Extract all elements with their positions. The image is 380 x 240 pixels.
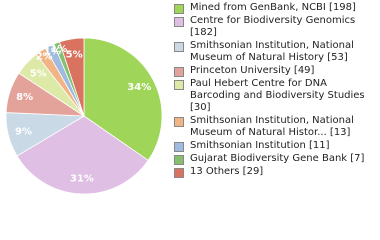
legend-swatch [174, 168, 184, 178]
legend-swatch [174, 142, 184, 152]
legend-swatch [174, 117, 184, 127]
legend-label: Mined from GenBank, NCBI [198] [190, 2, 356, 13]
legend-item: 13 Others [29] [174, 166, 379, 178]
legend-label: 13 Others [29] [190, 166, 264, 177]
slice-label: 2% [36, 51, 53, 62]
legend-label: Smithsonian Institution, National Museum… [190, 115, 354, 138]
legend-item: Centre for Biodiversity Genomics [182] [174, 15, 379, 39]
legend-item: Smithsonian Institution, National Museum… [174, 115, 379, 139]
legend-swatch [174, 17, 184, 27]
legend-swatch [174, 4, 184, 14]
legend-item: Princeton University [49] [174, 65, 379, 77]
pie: 34%31%9%8%5%2%1%1%5% [5, 37, 163, 195]
slice-label: 1% [44, 47, 61, 58]
legend-swatch [174, 42, 184, 52]
pie-slice [83, 37, 163, 161]
slice-label: 8% [16, 92, 33, 103]
legend-item: Mined from GenBank, NCBI [198] [174, 2, 379, 14]
legend-item: Gujarat Biodiversity Gene Bank [7] [174, 153, 379, 165]
pie-slice [59, 37, 85, 117]
legend-label: Princeton University [49] [190, 65, 315, 76]
legend-swatch [174, 155, 184, 165]
slice-label: 5% [66, 49, 83, 60]
pie-slice [16, 115, 149, 195]
legend-swatch [174, 67, 184, 77]
legend-item: Smithsonian Institution, National Museum… [174, 40, 379, 64]
slice-label: 34% [127, 82, 151, 93]
slice-label: 9% [15, 126, 32, 137]
legend-label: Paul Hebert Centre for DNA Barcoding and… [190, 78, 365, 113]
legend-item: Paul Hebert Centre for DNA Barcoding and… [174, 78, 379, 114]
legend-swatch [174, 80, 184, 90]
legend-label: Smithsonian Institution, National Museum… [190, 40, 354, 63]
slice-label: 1% [50, 44, 67, 55]
slice-label: 5% [30, 69, 47, 80]
legend-label: Gujarat Biodiversity Gene Bank [7] [190, 153, 365, 164]
legend-item: Smithsonian Institution [11] [174, 140, 379, 152]
legend-label: Smithsonian Institution [11] [190, 140, 330, 151]
legend-label: Centre for Biodiversity Genomics [182] [190, 15, 356, 38]
legend: Mined from GenBank, NCBI [198] Centre for… [174, 2, 379, 179]
slice-label: 31% [70, 173, 94, 184]
